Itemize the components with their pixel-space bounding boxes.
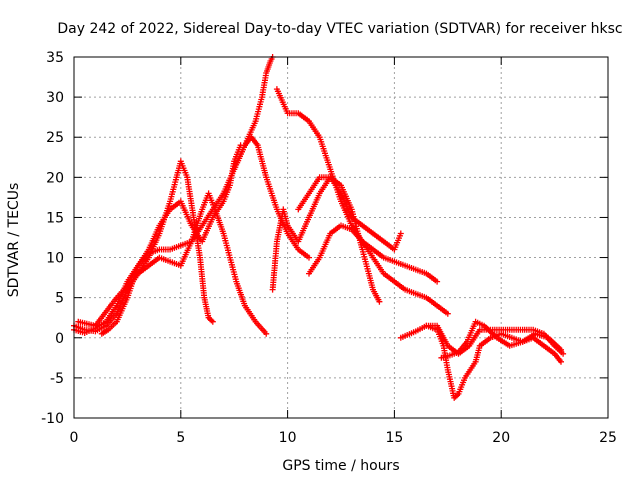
- axes: 0 5 10 15 20 25 -10 -5 0 5 10 15 20 25 30 35: [41, 50, 617, 446]
- series-track-3: [75, 190, 270, 337]
- x-tick-label: 15: [385, 430, 403, 446]
- series-markers: [231, 54, 276, 173]
- series-track-7: [273, 86, 441, 285]
- x-tick-label: 5: [176, 430, 185, 446]
- series-markers: [273, 86, 441, 285]
- y-tick-label: 5: [55, 291, 64, 307]
- series-markers: [98, 134, 312, 337]
- series-markers: [71, 158, 216, 335]
- y-tick-label: 20: [46, 170, 64, 186]
- series-track-4: [98, 134, 312, 337]
- data-series: [71, 54, 567, 401]
- series-track-8: [306, 222, 451, 317]
- series-markers: [438, 318, 564, 361]
- y-tick-label: 10: [46, 251, 64, 267]
- plot-frame: [73, 56, 609, 419]
- y-tick-label: -10: [41, 411, 64, 427]
- y-tick-label: 30: [46, 90, 64, 106]
- y-tick-label: 25: [46, 130, 64, 146]
- x-tick-label: 0: [70, 430, 79, 446]
- y-axis-label: SDTVAR / TECUs: [6, 183, 22, 298]
- series-markers: [295, 174, 404, 253]
- series-track-5: [231, 54, 276, 173]
- x-tick-label: 25: [599, 430, 617, 446]
- series-markers: [75, 190, 270, 337]
- y-tick-label: 0: [55, 331, 64, 347]
- x-tick-label: 10: [279, 430, 297, 446]
- x-tick-label: 20: [492, 430, 510, 446]
- series-track-9: [295, 174, 404, 253]
- grid: [74, 57, 608, 418]
- series-track-1: [71, 158, 216, 335]
- series-markers: [306, 222, 451, 317]
- series-track-12: [438, 318, 564, 361]
- y-tick-label: -5: [50, 371, 64, 387]
- y-tick-label: 15: [46, 210, 64, 226]
- x-axis-label: GPS time / hours: [282, 458, 399, 474]
- y-tick-label: 35: [46, 50, 64, 66]
- chart-title: Day 242 of 2022, Sidereal Day-to-day VTE…: [57, 21, 622, 37]
